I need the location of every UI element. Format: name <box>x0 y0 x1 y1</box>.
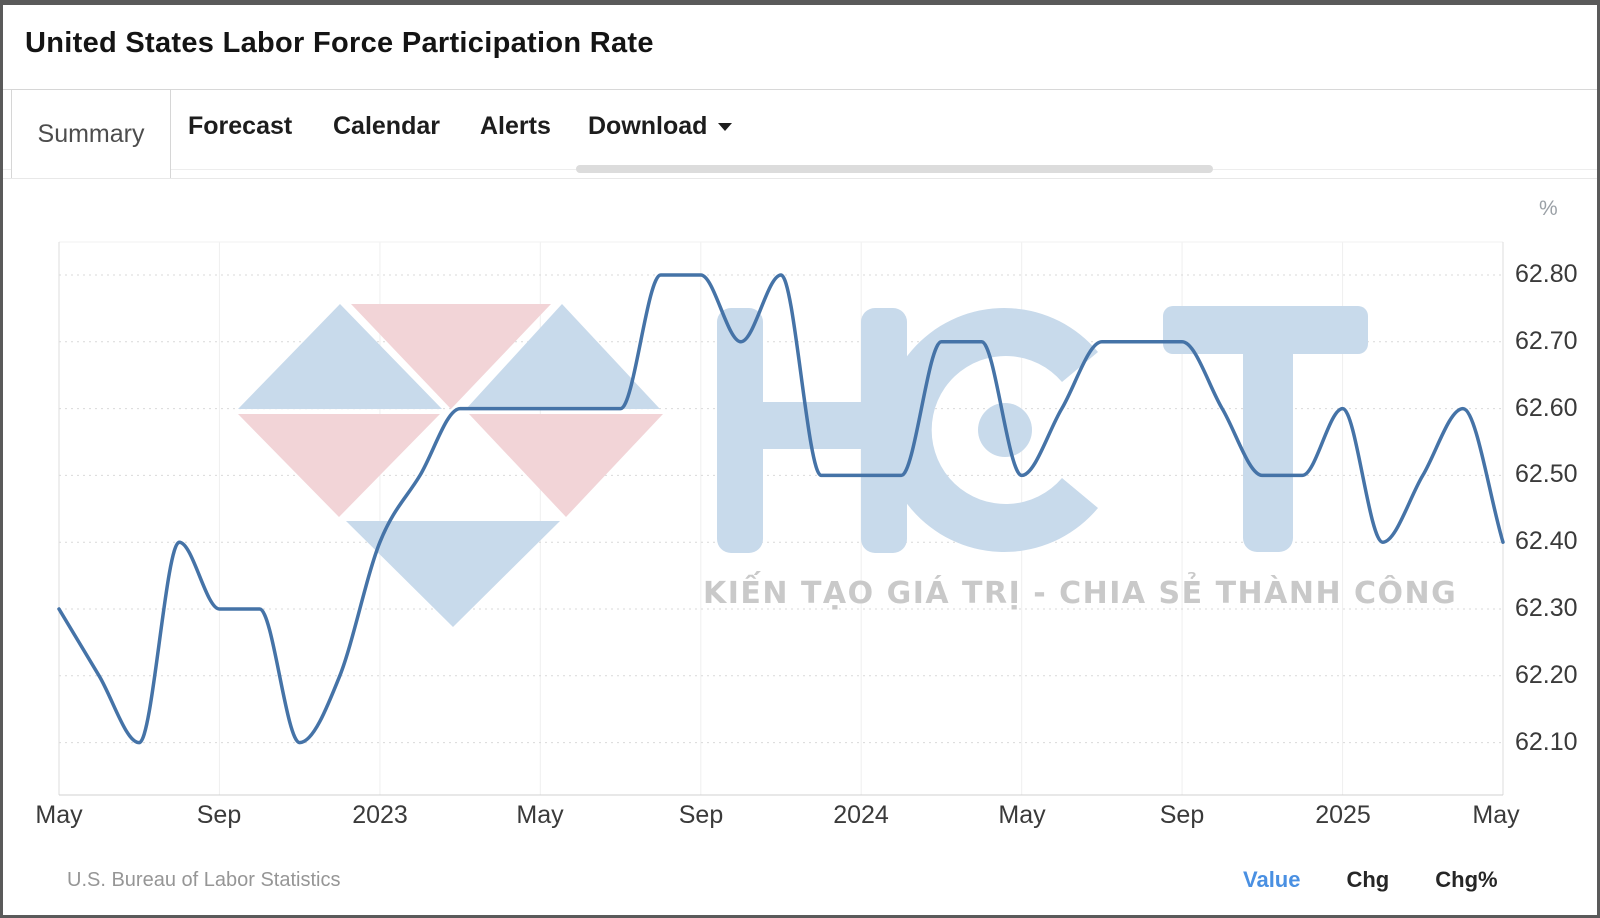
x-axis-label: May <box>1472 801 1520 829</box>
tab-summary-label: Summary <box>37 119 145 148</box>
y-axis-label: 62.70 <box>1515 327 1578 355</box>
tab-calendar[interactable]: Calendar <box>333 112 440 140</box>
x-axis-label: Sep <box>1159 801 1205 829</box>
y-axis-label: 62.50 <box>1515 460 1578 488</box>
page-title: United States Labor Force Participation … <box>25 27 654 59</box>
chg-button[interactable]: Chg <box>1346 867 1390 892</box>
x-axis-label: Sep <box>196 801 242 829</box>
x-axis-label: 2025 <box>1315 801 1371 829</box>
horizontal-scrollbar-thumb[interactable] <box>576 165 1213 173</box>
y-axis-label: 62.10 <box>1515 728 1578 756</box>
y-axis-label: 62.80 <box>1515 260 1578 288</box>
y-axis-label: 62.40 <box>1515 527 1578 555</box>
y-axis-label: 62.30 <box>1515 594 1578 622</box>
plot-area[interactable] <box>59 242 1503 795</box>
x-axis-label: Sep <box>678 801 724 829</box>
tab-alerts[interactable]: Alerts <box>480 112 551 140</box>
chg-pct-button[interactable]: Chg% <box>1435 867 1498 892</box>
x-axis-label: 2023 <box>352 801 408 829</box>
y-axis-label: 62.20 <box>1515 661 1578 689</box>
tabs-top-divider <box>3 89 1597 90</box>
x-axis-label: 2024 <box>833 801 889 829</box>
y-axis-label: 62.60 <box>1515 394 1578 422</box>
x-axis-label: May <box>35 801 83 829</box>
source-attribution[interactable]: U.S. Bureau of Labor Statistics <box>67 869 341 891</box>
tab-download-label: Download <box>588 112 708 140</box>
chart-card-top-border <box>3 178 1597 179</box>
series-mode-buttons: Value Chg Chg% <box>1243 867 1498 893</box>
y-axis-unit: % <box>1539 197 1558 220</box>
caret-down-icon <box>718 123 733 131</box>
tab-forecast[interactable]: Forecast <box>188 112 293 140</box>
value-button[interactable]: Value <box>1243 867 1301 892</box>
x-axis-label: May <box>516 801 564 829</box>
tab-summary[interactable]: Summary <box>11 89 171 178</box>
tab-download[interactable]: Download <box>588 112 733 141</box>
x-axis-label: May <box>998 801 1046 829</box>
